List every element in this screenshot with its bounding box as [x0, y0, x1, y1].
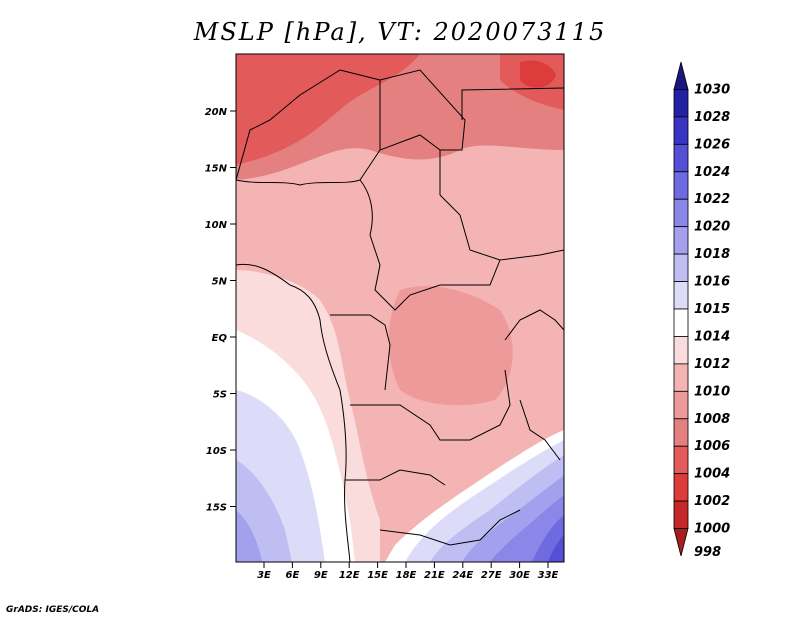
colorbar-label: 1010	[694, 384, 730, 399]
colorbar-label: 1028	[694, 110, 730, 125]
colorbar-label: 1026	[694, 137, 730, 152]
lon-tick-label: 12E	[339, 570, 360, 581]
colorbar-label: 1015	[694, 302, 730, 317]
colorbar-label: 1024	[694, 165, 730, 180]
map-frame	[235, 53, 565, 563]
colorbar-label: 998	[694, 545, 721, 560]
colorbar-label: 1008	[694, 412, 730, 427]
longitude-axis: 3E 6E 9E 12E 15E 18E 21E 24E 27E 30E 33E	[257, 562, 559, 581]
colorbar-label: 1000	[694, 522, 730, 537]
colorbar-swatch	[673, 253, 689, 282]
lon-tick-label: 21E	[424, 570, 445, 581]
lon-tick-label: 15E	[367, 570, 388, 581]
colorbar-label: 1006	[694, 439, 730, 454]
lon-tick-label: 27E	[481, 570, 502, 581]
lon-tick-label: 9E	[314, 570, 328, 581]
colorbar-swatch	[673, 528, 689, 557]
pressure-field	[236, 54, 564, 562]
latitude-axis: 20N 15N 10N 5N EQ 5S 10S 15S	[205, 107, 236, 514]
colorbar-swatch	[673, 198, 689, 228]
colorbar-label: 1020	[694, 220, 730, 235]
lon-tick-label: 33E	[538, 570, 559, 581]
credit-label: GrADS: IGES/COLA	[6, 605, 100, 615]
country-borders	[236, 69, 564, 562]
colorbar-swatch	[673, 473, 689, 502]
colorbar-label: 1014	[694, 329, 730, 344]
colorbar-swatch	[673, 390, 689, 420]
colorbar-label: 1002	[694, 494, 730, 509]
colorbar-swatch	[673, 171, 689, 200]
colorbar-swatch	[673, 226, 689, 255]
lon-tick-label: 6E	[286, 570, 300, 581]
lat-tick-label: 10N	[205, 220, 228, 231]
colorbar-swatch	[673, 445, 689, 475]
colorbar-swatch	[673, 281, 689, 310]
colorbar-label: 1022	[694, 192, 730, 207]
colorbar-swatch	[673, 336, 689, 365]
lat-tick-label: 10S	[206, 446, 227, 457]
lon-tick-label: 24E	[452, 570, 473, 581]
colorbar-swatch	[673, 363, 689, 392]
lat-tick-label: 5S	[213, 390, 227, 401]
colorbar-label: 1018	[694, 247, 730, 262]
colorbar-swatch	[673, 500, 689, 529]
lon-tick-label: 30E	[509, 570, 530, 581]
lat-tick-label: 15S	[206, 503, 227, 514]
colorbar-swatch	[673, 116, 689, 145]
colorbar-label: 1012	[694, 357, 730, 372]
colorbar: 1030 1028 1026 1024 1022 1020 1018 1016 1015 1014…	[673, 61, 730, 560]
lon-tick-label: 18E	[396, 570, 417, 581]
colorbar-swatch	[673, 143, 689, 173]
colorbar-label: 1016	[694, 275, 730, 290]
colorbar-swatch	[673, 61, 689, 90]
lat-tick-label: 5N	[212, 277, 228, 288]
chart-title: MSLP [hPa], VT: 2020073115	[193, 18, 607, 46]
lat-tick-label: 20N	[205, 107, 228, 118]
lon-tick-label: 3E	[257, 570, 271, 581]
colorbar-swatch	[673, 418, 689, 447]
lat-tick-label: EQ	[212, 333, 228, 344]
colorbar-swatch	[673, 89, 689, 118]
lat-tick-label: 15N	[205, 164, 228, 175]
colorbar-label: 1004	[694, 467, 730, 482]
colorbar-swatch	[673, 308, 689, 337]
colorbar-label: 1030	[694, 82, 730, 97]
